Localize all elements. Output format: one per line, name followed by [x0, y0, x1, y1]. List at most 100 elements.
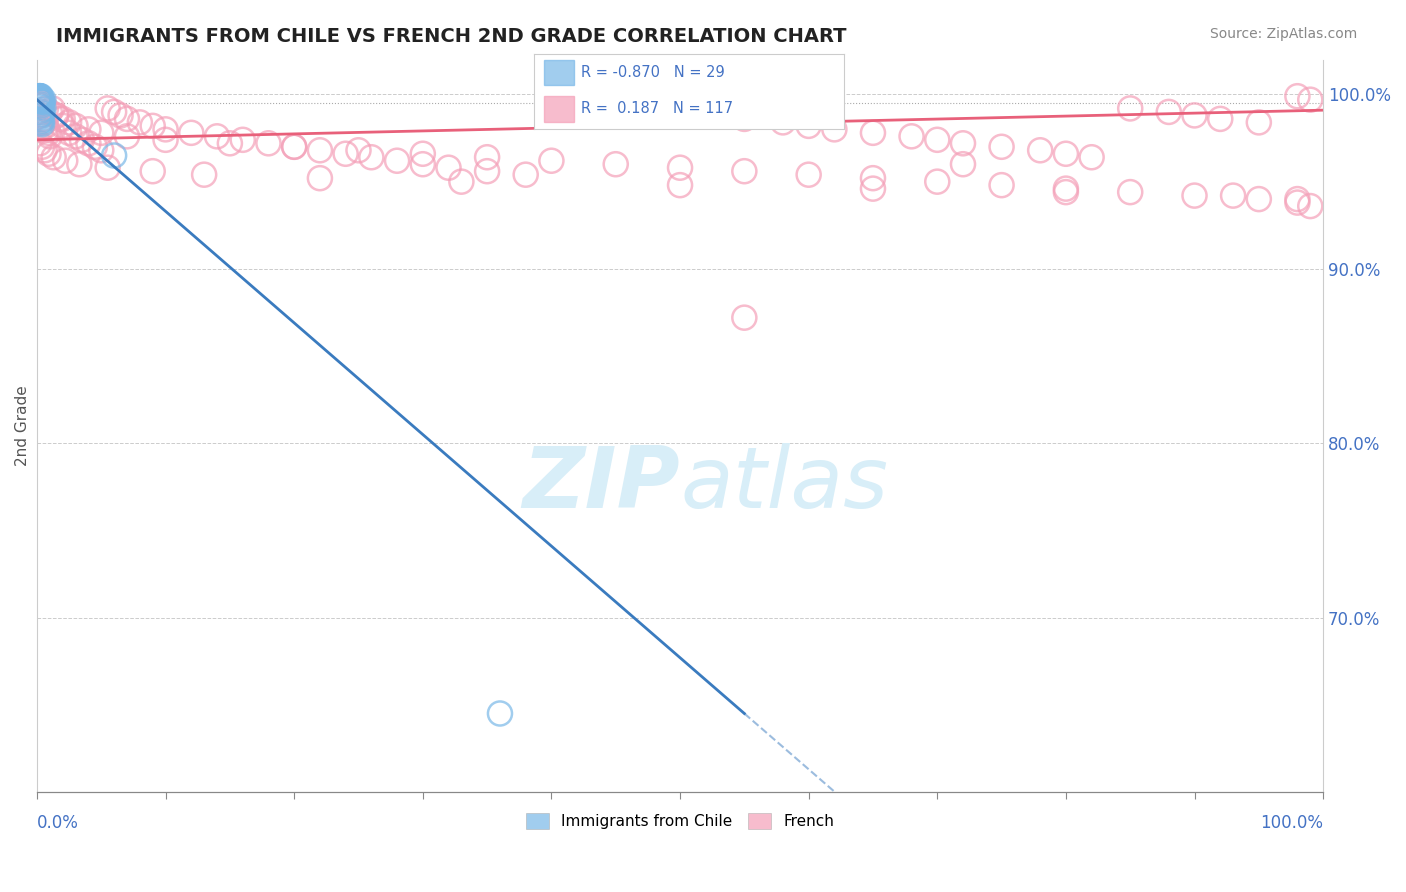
Point — [30, 96, 52, 111]
Point — [97, 102, 120, 116]
Point — [28, 98, 51, 112]
Point — [180, 126, 202, 140]
Point — [30, 91, 52, 105]
Point — [28, 91, 51, 105]
Point — [1222, 188, 1244, 202]
Point — [128, 115, 150, 129]
Point — [733, 164, 755, 178]
Point — [30, 112, 52, 126]
Point — [30, 91, 52, 105]
Point — [35, 119, 58, 133]
Bar — [544, 96, 575, 122]
Point — [34, 115, 56, 129]
Point — [669, 178, 692, 193]
Point — [347, 143, 370, 157]
Point — [32, 98, 55, 112]
Point — [28, 89, 51, 103]
Point — [30, 95, 52, 109]
Point — [83, 140, 105, 154]
Point — [927, 175, 949, 189]
Point — [823, 122, 845, 136]
Point — [1119, 185, 1142, 199]
Point — [31, 103, 53, 118]
Point — [797, 119, 820, 133]
Point — [31, 106, 53, 120]
Point — [58, 115, 80, 129]
Text: R = -0.870   N = 29: R = -0.870 N = 29 — [581, 65, 724, 80]
Point — [772, 115, 794, 129]
Point — [797, 168, 820, 182]
Point — [28, 89, 51, 103]
Point — [31, 95, 53, 109]
Point — [28, 110, 51, 124]
Point — [58, 126, 80, 140]
Point — [540, 91, 562, 105]
Point — [515, 168, 537, 182]
Point — [53, 153, 76, 168]
Point — [31, 117, 53, 131]
Point — [540, 153, 562, 168]
Bar — [544, 60, 575, 86]
Point — [115, 112, 138, 126]
Text: ZIP: ZIP — [523, 442, 681, 526]
Point — [669, 161, 692, 175]
Point — [475, 164, 498, 178]
Point — [28, 93, 51, 107]
Point — [35, 102, 58, 116]
Point — [52, 112, 75, 126]
Point — [30, 115, 52, 129]
Text: R =  0.187   N = 117: R = 0.187 N = 117 — [581, 101, 733, 116]
Point — [565, 95, 588, 109]
Point — [605, 157, 627, 171]
Point — [41, 102, 63, 116]
Point — [232, 133, 254, 147]
Point — [733, 310, 755, 325]
Point — [990, 178, 1012, 193]
Text: atlas: atlas — [681, 442, 889, 526]
Point — [30, 122, 52, 136]
Point — [1209, 112, 1232, 126]
Y-axis label: 2nd Grade: 2nd Grade — [15, 385, 30, 467]
Point — [142, 119, 165, 133]
Point — [1299, 93, 1322, 107]
Legend: Immigrants from Chile, French: Immigrants from Chile, French — [520, 807, 839, 836]
Point — [28, 136, 51, 151]
Point — [1184, 108, 1206, 122]
Point — [32, 102, 55, 116]
Point — [65, 129, 87, 144]
Point — [283, 140, 305, 154]
Text: IMMIGRANTS FROM CHILE VS FRENCH 2ND GRADE CORRELATION CHART: IMMIGRANTS FROM CHILE VS FRENCH 2ND GRAD… — [56, 27, 846, 45]
Point — [643, 102, 665, 116]
Point — [900, 129, 922, 144]
Point — [193, 168, 215, 182]
Point — [38, 129, 60, 144]
Point — [218, 136, 240, 151]
Point — [385, 153, 408, 168]
Point — [952, 157, 974, 171]
Point — [90, 143, 112, 157]
Point — [1184, 188, 1206, 202]
Point — [1286, 195, 1309, 210]
Point — [38, 146, 60, 161]
Point — [32, 96, 55, 111]
Point — [28, 93, 51, 107]
Text: 0.0%: 0.0% — [37, 814, 79, 832]
Point — [38, 104, 60, 119]
Point — [28, 91, 51, 105]
Point — [45, 108, 67, 122]
Point — [31, 95, 53, 109]
Point — [437, 161, 460, 175]
Point — [77, 136, 100, 151]
Point — [28, 89, 51, 103]
Point — [952, 136, 974, 151]
Point — [1157, 104, 1180, 119]
Point — [1054, 181, 1077, 195]
Point — [669, 104, 692, 119]
Point — [97, 161, 120, 175]
Point — [1054, 185, 1077, 199]
Point — [412, 157, 434, 171]
Point — [360, 150, 382, 164]
Point — [257, 136, 280, 151]
Point — [1286, 192, 1309, 206]
Point — [475, 150, 498, 164]
